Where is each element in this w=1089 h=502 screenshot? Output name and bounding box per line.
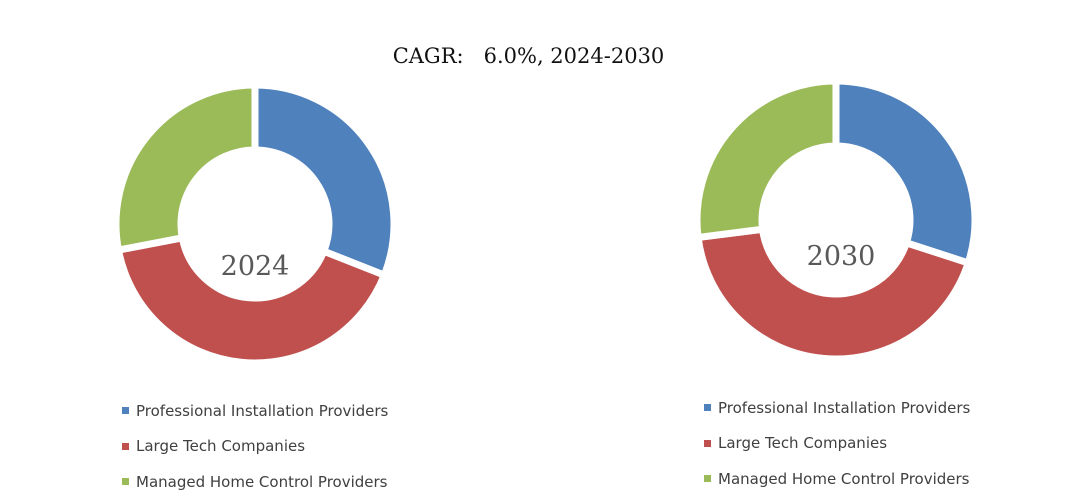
- legend-item: Managed Home Control Providers: [122, 464, 388, 500]
- slice-2030-large-tech: [694, 225, 973, 363]
- chart-title: CAGR: 6.0%, 2024-2030: [392, 44, 665, 68]
- slice-2030-managed: [693, 77, 840, 242]
- slice-2024-professional: [251, 81, 398, 280]
- legend-label: Managed Home Control Providers: [718, 469, 970, 488]
- center-label-2024: 2024: [221, 251, 290, 282]
- legend-swatch-professional: [122, 407, 129, 415]
- legend-swatch-managed: [122, 478, 129, 486]
- donut-chart-2030: 2030: [693, 77, 979, 363]
- legend-label: Large Tech Companies: [136, 437, 306, 456]
- legend-item: Large Tech Companies: [704, 426, 970, 462]
- legend-item: Managed Home Control Providers: [704, 461, 970, 497]
- legend-item: Professional Installation Providers: [122, 393, 388, 429]
- legend-label: Managed Home Control Providers: [136, 472, 388, 491]
- legend-item: Large Tech Companies: [122, 429, 388, 465]
- legend-swatch-large-tech: [704, 439, 711, 447]
- legend-swatch-managed: [704, 475, 711, 483]
- legend-label: Professional Installation Providers: [136, 401, 389, 420]
- legend-swatch-large-tech: [122, 442, 129, 450]
- donut-chart-2024: 2024: [112, 81, 398, 367]
- center-label-2030: 2030: [807, 241, 876, 272]
- legend-item: Professional Installation Providers: [704, 390, 970, 426]
- legend-label: Large Tech Companies: [718, 434, 888, 453]
- legend-2030: Professional Installation Providers Larg…: [704, 390, 970, 497]
- slice-2024-large-tech: [114, 233, 389, 367]
- slice-2030-professional: [832, 77, 979, 268]
- legend-swatch-professional: [704, 404, 711, 412]
- legend-label: Professional Installation Providers: [718, 398, 971, 417]
- donut-slices-2024: [112, 81, 398, 367]
- legend-2024: Professional Installation Providers Larg…: [122, 393, 388, 500]
- donut-slices-2030: [693, 77, 979, 363]
- slice-2024-managed: [112, 81, 259, 255]
